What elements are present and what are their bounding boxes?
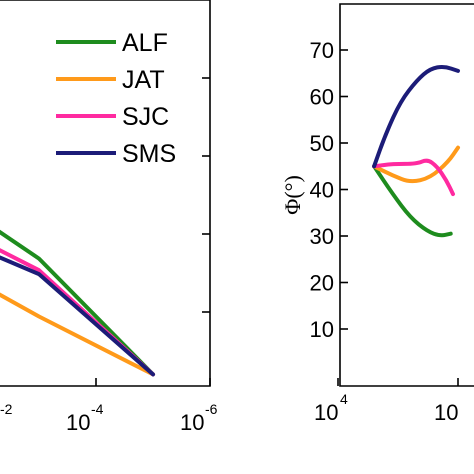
right-x-tick-exponent: 4 [340, 391, 348, 407]
right-series-lines [372, 65, 460, 238]
legend: ALF JAT SJC SMS [56, 29, 176, 168]
right-plot-frame [339, 3, 474, 387]
right-x-tick-mantissa: 10 [314, 400, 338, 425]
legend-label-sjc: SJC [122, 103, 169, 131]
left-series-line-jat [0, 292, 155, 377]
left-x-tick-exponent: -6 [205, 401, 218, 417]
left-series-lines [0, 229, 155, 377]
left-x-tick-exponent: -2 [0, 401, 13, 417]
right-x-tick-label: 10 [434, 400, 458, 425]
left-x-tick-mantissa: 10 [180, 410, 204, 435]
left-x-tick-marks [95, 378, 211, 386]
left-x-tick-labels: -210-410-6 [0, 401, 218, 435]
left-series-line-sms [0, 255, 155, 377]
left-x-tick-exponent: -4 [91, 401, 104, 417]
left-x-tick-mantissa: 10 [66, 410, 90, 435]
right-x-tick-mantissa: 10 [434, 400, 458, 425]
left-x-tick-label: 10-6 [180, 401, 218, 435]
right-series-line-sjc [372, 158, 455, 197]
right-series-line-jat [372, 145, 460, 184]
right-y-tick-label: 10 [310, 317, 334, 342]
right-x-tick-label: 104 [314, 391, 348, 425]
right-y-axis-label: Φ(°) [280, 175, 305, 215]
right-y-tick-label: 30 [310, 224, 334, 249]
right-y-tick-label: 60 [310, 85, 334, 110]
right-y-tick-label: 70 [310, 38, 334, 63]
legend-label-sms: SMS [122, 140, 176, 168]
left-plot-frame [0, 0, 211, 387]
left-x-tick-label: -2 [0, 401, 13, 417]
right-series-line-sms [372, 65, 460, 169]
left-series-line-alf [0, 229, 155, 377]
legend-label-alf: ALF [122, 29, 168, 57]
right-y-ticks: 10 20 30 40 50 60 70 [310, 38, 348, 342]
right-y-tick-label: 50 [310, 131, 334, 156]
right-y-tick-label: 40 [310, 178, 334, 203]
right-y-tick-label: 20 [310, 271, 334, 296]
legend-label-jat: JAT [122, 66, 165, 94]
right-x-tick-marks [337, 378, 459, 386]
right-series-line-alf [372, 164, 453, 238]
left-x-tick-label: 10-4 [66, 401, 104, 435]
